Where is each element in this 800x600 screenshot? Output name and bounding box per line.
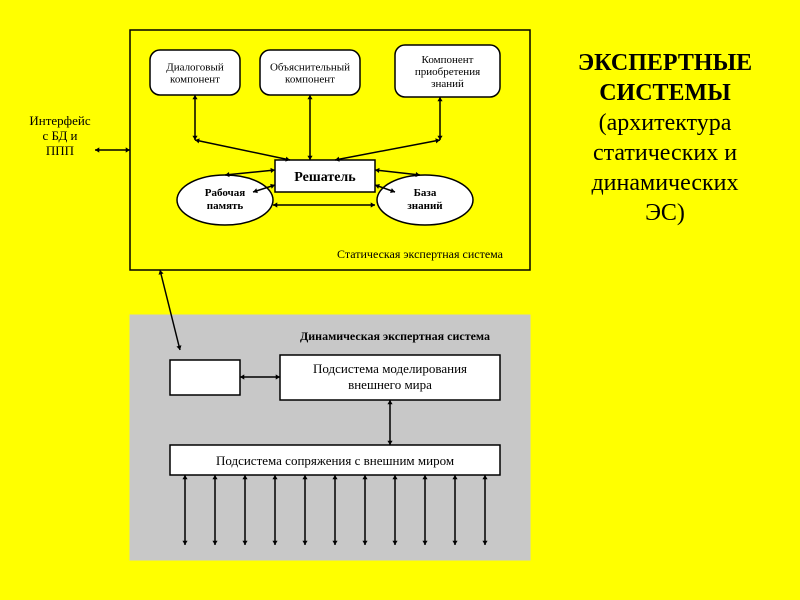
svg-text:Подсистема моделирования: Подсистема моделирования [313, 361, 467, 376]
svg-text:статических и: статических и [593, 140, 737, 166]
svg-text:знаний: знаний [407, 200, 443, 212]
svg-text:знаний: знаний [431, 78, 464, 90]
svg-text:ЭКСПЕРТНЫЕ: ЭКСПЕРТНЫЕ [578, 50, 752, 76]
svg-text:Объяснительный: Объяснительный [270, 62, 350, 74]
svg-text:компонент: компонент [170, 74, 220, 86]
svg-text:компонент: компонент [285, 74, 335, 86]
svg-text:СИСТЕМЫ: СИСТЕМЫ [599, 80, 731, 106]
svg-text:с БД и: с БД и [42, 128, 77, 143]
svg-text:ЭС): ЭС) [645, 200, 685, 226]
svg-text:внешнего мира: внешнего мира [348, 377, 432, 392]
svg-text:(архитектура: (архитектура [599, 110, 732, 136]
svg-text:ППП: ППП [46, 143, 74, 158]
svg-text:Рабочая: Рабочая [205, 187, 245, 199]
svg-text:Интерфейс: Интерфейс [29, 113, 90, 128]
svg-text:База: База [414, 187, 437, 199]
svg-text:Статическая экспертная система: Статическая экспертная система [337, 247, 504, 261]
svg-text:Диалоговый: Диалоговый [166, 62, 224, 74]
svg-text:приобретения: приобретения [415, 66, 480, 78]
svg-text:Подсистема сопряжения с внешни: Подсистема сопряжения с внешним миром [216, 453, 454, 468]
svg-text:Динамическая экспертная систем: Динамическая экспертная система [300, 329, 490, 343]
svg-text:Решатель: Решатель [294, 170, 356, 185]
svg-text:Компонент: Компонент [422, 54, 474, 66]
svg-text:память: память [207, 200, 244, 212]
svg-text:динамических: динамических [591, 170, 738, 196]
diagram-svg: Динамическая экспертная система Подсистем… [0, 0, 800, 600]
